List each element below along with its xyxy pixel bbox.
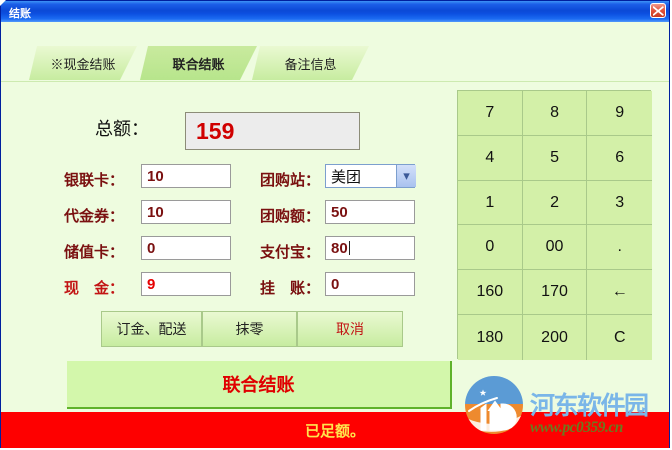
svg-text:www.pc0359.cn: www.pc0359.cn — [530, 419, 623, 436]
svg-text:河东软件园: 河东软件园 — [530, 391, 648, 420]
